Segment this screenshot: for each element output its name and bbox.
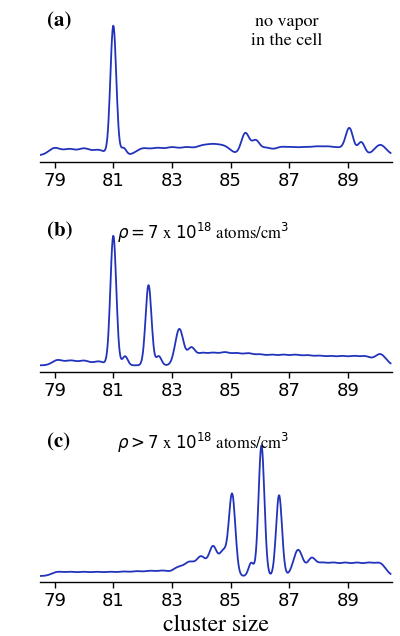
Text: (a): (a) [47,13,72,31]
Text: no vapor
in the cell: no vapor in the cell [251,14,322,48]
Text: (c): (c) [47,432,70,451]
Text: $\rho = 7$ x $10^{18}$ atoms/cm$^3$: $\rho = 7$ x $10^{18}$ atoms/cm$^3$ [118,221,290,245]
Text: $\rho > 7$ x $10^{18}$ atoms/cm$^3$: $\rho > 7$ x $10^{18}$ atoms/cm$^3$ [118,431,290,455]
X-axis label: cluster size: cluster size [163,614,269,636]
Text: (b): (b) [47,223,73,241]
